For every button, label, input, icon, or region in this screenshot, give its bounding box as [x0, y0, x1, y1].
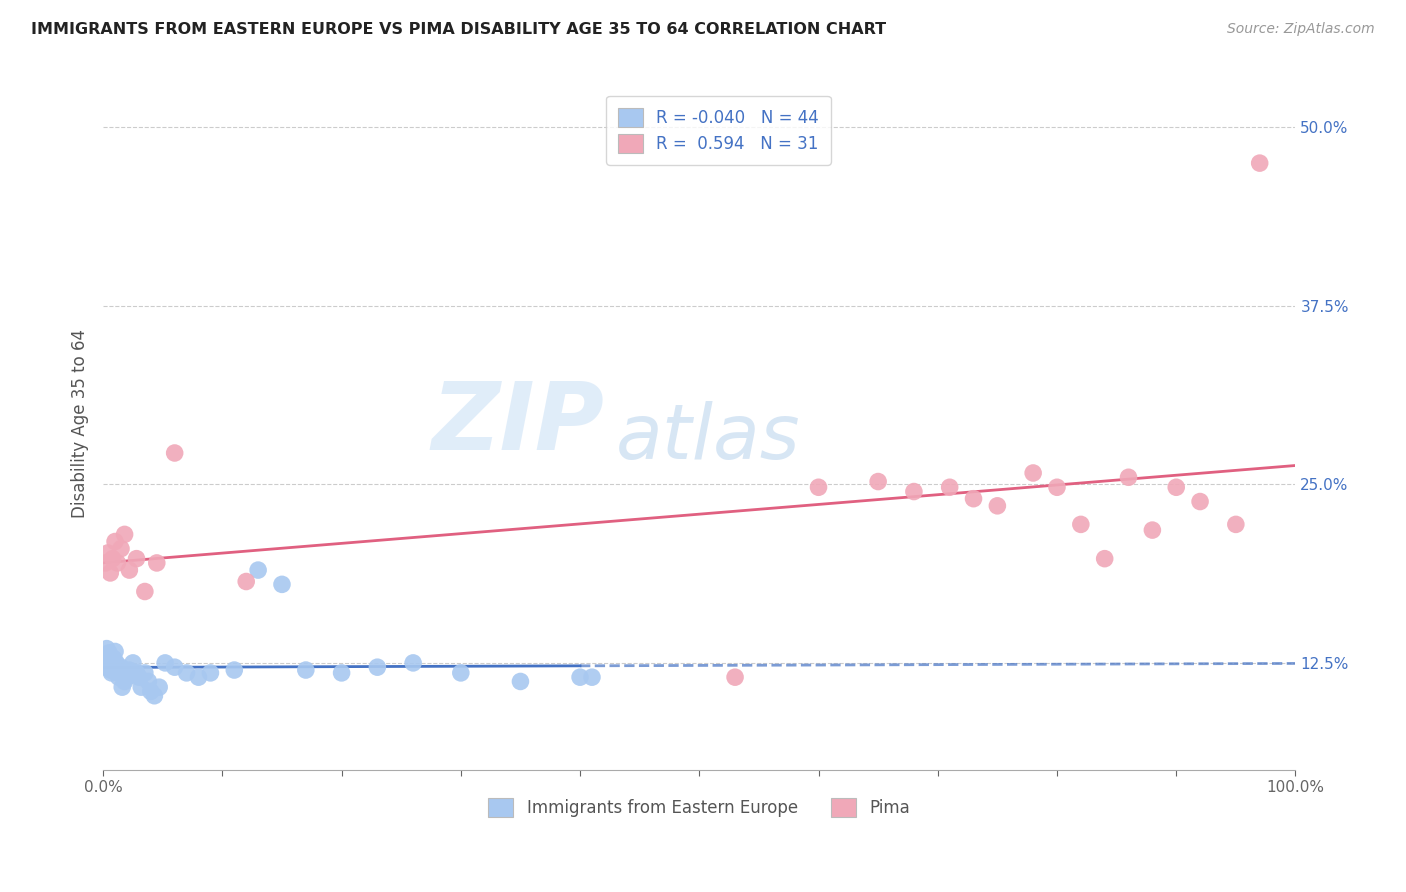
Point	[128, 670, 150, 684]
Point	[153, 656, 176, 670]
Point	[118, 663, 141, 677]
Point	[114, 527, 136, 541]
Point	[330, 665, 353, 680]
Point	[1046, 480, 1069, 494]
Point	[110, 541, 132, 556]
Point	[101, 660, 124, 674]
Point	[1118, 470, 1140, 484]
Point	[94, 556, 117, 570]
Point	[98, 646, 121, 660]
Point	[962, 491, 984, 506]
Text: IMMIGRANTS FROM EASTERN EUROPE VS PIMA DISABILITY AGE 35 TO 64 CORRELATION CHART: IMMIGRANTS FROM EASTERN EUROPE VS PIMA D…	[31, 22, 886, 37]
Point	[125, 551, 148, 566]
Point	[101, 551, 124, 566]
Point	[1022, 466, 1045, 480]
Point	[1142, 523, 1164, 537]
Point	[271, 577, 294, 591]
Point	[1249, 156, 1271, 170]
Point	[134, 665, 156, 680]
Point	[129, 680, 152, 694]
Point	[100, 665, 122, 680]
Point	[107, 670, 129, 684]
Point	[724, 670, 747, 684]
Legend: Immigrants from Eastern Europe, Pima: Immigrants from Eastern Europe, Pima	[482, 791, 917, 824]
Point	[450, 665, 472, 680]
Point	[1166, 480, 1188, 494]
Point	[581, 670, 603, 684]
Point	[98, 663, 121, 677]
Y-axis label: Disability Age 35 to 64: Disability Age 35 to 64	[72, 329, 89, 518]
Point	[104, 534, 127, 549]
Point	[1070, 517, 1092, 532]
Point	[986, 499, 1008, 513]
Point	[163, 446, 186, 460]
Point	[114, 674, 136, 689]
Point	[111, 680, 134, 694]
Point	[107, 556, 129, 570]
Point	[176, 665, 198, 680]
Point	[868, 475, 890, 489]
Point	[1225, 517, 1247, 532]
Point	[107, 663, 129, 677]
Text: atlas: atlas	[616, 401, 800, 475]
Point	[139, 684, 162, 698]
Point	[295, 663, 318, 677]
Point	[200, 665, 222, 680]
Point	[103, 651, 125, 665]
Point	[104, 644, 127, 658]
Point	[163, 660, 186, 674]
Point	[97, 546, 120, 560]
Point	[1189, 494, 1212, 508]
Point	[903, 484, 925, 499]
Point	[115, 670, 138, 684]
Point	[247, 563, 270, 577]
Point	[134, 584, 156, 599]
Point	[98, 566, 121, 580]
Point	[509, 674, 531, 689]
Point	[97, 651, 120, 665]
Point	[938, 480, 960, 494]
Point	[235, 574, 257, 589]
Point	[807, 480, 830, 494]
Point	[143, 689, 166, 703]
Point	[96, 641, 118, 656]
Point	[138, 674, 160, 689]
Point	[402, 656, 425, 670]
Text: ZIP: ZIP	[432, 377, 605, 470]
Point	[146, 556, 169, 570]
Point	[110, 660, 132, 674]
Point	[569, 670, 592, 684]
Point	[148, 680, 170, 694]
Point	[93, 648, 115, 663]
Point	[122, 656, 145, 670]
Text: Source: ZipAtlas.com: Source: ZipAtlas.com	[1227, 22, 1375, 37]
Point	[224, 663, 246, 677]
Point	[94, 656, 117, 670]
Point	[118, 563, 141, 577]
Point	[1094, 551, 1116, 566]
Point	[105, 656, 128, 670]
Point	[125, 665, 148, 680]
Point	[366, 660, 388, 674]
Point	[108, 665, 131, 680]
Point	[187, 670, 209, 684]
